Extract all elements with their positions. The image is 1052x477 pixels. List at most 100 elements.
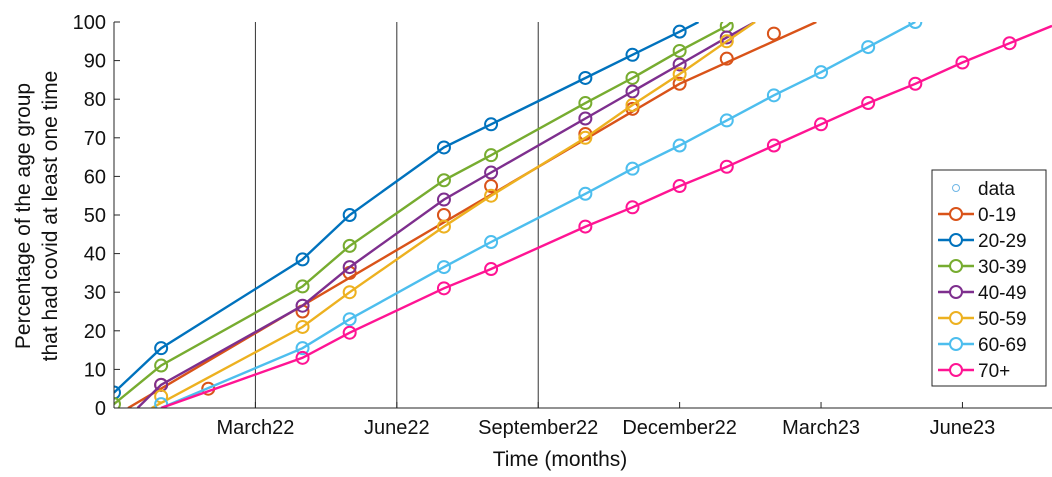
legend-label-50-59: 50-59 [978, 309, 1027, 330]
data-point-40-49-5 [484, 165, 499, 180]
data-point-70plus-2 [342, 325, 357, 340]
data-point-60-69-4 [436, 260, 451, 275]
legend-label-data: data [978, 179, 1015, 200]
data-point-20-29-4 [342, 208, 357, 222]
data-point-60-69-3 [342, 312, 357, 327]
legend-label-40-49: 40-49 [978, 283, 1027, 304]
series-line-0-19 [127, 22, 817, 408]
y-axis-label-line-2: that had covid at least one time [39, 71, 62, 362]
data-point-20-29-9 [672, 24, 687, 39]
data-point-50-59-6 [578, 130, 593, 145]
data-point-60-69-2 [295, 341, 310, 356]
data-point-60-69-6 [578, 186, 593, 201]
y-tick-label-70: 70 [84, 128, 106, 150]
data-point-70plus-8 [719, 159, 734, 174]
data-point-50-59-2 [295, 319, 310, 334]
x-axis-label: Time (months) [493, 448, 628, 471]
legend-label-70plus: 70+ [978, 361, 1010, 382]
data-point-20-29-2 [154, 341, 169, 356]
data-point-30-39-5 [436, 173, 451, 188]
data-point-50-59-9 [719, 34, 734, 49]
data-point-30-39-2 [154, 358, 169, 373]
data-point-60-69-12 [861, 40, 876, 55]
legend-marker-20-29 [949, 233, 963, 247]
data-point-60-69-9 [719, 113, 734, 128]
y-tick-label-10: 10 [84, 359, 106, 381]
data-point-70plus-4 [484, 262, 499, 277]
legend-label-0-19: 0-19 [978, 205, 1016, 226]
y-tick-label-0: 0 [95, 398, 106, 420]
legend-marker-0-19 [949, 207, 963, 221]
data-point-40-49-8 [672, 57, 687, 72]
data-point-40-49-2 [295, 298, 310, 313]
legend: data 0-19 20-29 30-39 40-49 50-59 60-69 70+ [931, 169, 1047, 387]
y-tick-label-20: 20 [84, 321, 106, 343]
series-line-60-69 [160, 22, 916, 408]
data-point-70plus-10 [814, 117, 829, 132]
data-point-20-29-8 [625, 47, 640, 62]
legend-label-20-29: 20-29 [978, 231, 1027, 252]
x-tick-label-september22: September22 [478, 417, 598, 439]
data-point-60-69-7 [625, 161, 640, 176]
x-tick-label-march22: March22 [217, 417, 295, 439]
data-point-40-49-4 [436, 192, 451, 207]
legend-marker-data [952, 184, 960, 192]
data-point-70plus-11 [861, 96, 876, 111]
data-point-30-39-1 [114, 397, 121, 408]
data-point-30-39-9 [672, 43, 687, 58]
y-tick-label-30: 30 [84, 282, 106, 304]
data-point-30-39-4 [342, 238, 357, 253]
series-70plus [160, 24, 1052, 408]
data-point-50-59-5 [484, 188, 499, 203]
x-tick-label-march23: March23 [782, 417, 860, 439]
data-point-30-39-6 [484, 148, 499, 163]
legend-label-60-69: 60-69 [978, 335, 1027, 356]
legend-marker-50-59 [949, 311, 963, 325]
data-point-20-29-3 [295, 252, 310, 267]
data-point-30-39-7 [578, 96, 593, 111]
data-point-0-19-11 [766, 26, 781, 41]
legend-items: data 0-19 20-29 30-39 40-49 50-59 60-69 70+ [938, 179, 1027, 382]
data-point-50-59-4 [436, 219, 451, 234]
legend-marker-60-69 [949, 337, 963, 351]
series-line-20-29 [114, 22, 700, 394]
data-point-40-49-7 [625, 84, 640, 99]
reference-lines [254, 22, 539, 408]
data-point-50-59-1 [154, 389, 169, 404]
data-point-70plus-14 [1002, 36, 1017, 51]
data-point-60-69-1 [154, 397, 169, 408]
data-point-50-59-8 [672, 67, 687, 82]
data-point-60-69-13 [908, 22, 923, 29]
data-point-70plus-13 [955, 55, 970, 70]
x-tick-label-december22: December22 [622, 417, 737, 439]
data-point-70plus-9 [766, 138, 781, 153]
x-tick-label-june22: June22 [364, 417, 430, 439]
legend-box [931, 169, 1047, 387]
data-point-0-19-9 [672, 76, 687, 91]
y-tick-label-90: 90 [84, 51, 106, 73]
data-point-70plus-1 [295, 350, 310, 365]
data-point-20-29-5 [436, 140, 451, 155]
series-line-30-39 [114, 22, 733, 406]
data-point-50-59-7 [625, 97, 640, 112]
series-50-59 [151, 22, 756, 408]
series-line-70plus [160, 24, 1052, 408]
y-tick-labels: 0 10 20 30 40 50 60 70 80 90 100 [73, 12, 120, 420]
series-layer [114, 22, 1052, 408]
data-point-60-69-5 [484, 235, 499, 250]
data-point-30-39-3 [295, 279, 310, 294]
y-axis-label-line-1: Percentage of the age group [12, 83, 35, 349]
series-60-69 [154, 22, 923, 408]
data-point-20-29-7 [578, 70, 593, 85]
data-point-40-49-3 [342, 260, 357, 275]
data-point-0-19-6 [484, 179, 499, 194]
data-point-70plus-5 [578, 219, 593, 234]
data-point-60-69-10 [766, 88, 781, 103]
legend-marker-70plus [949, 363, 963, 377]
x-tick-labels: March22 June22 September22 December22 March2… [217, 402, 995, 439]
series-line-40-49 [136, 22, 756, 408]
data-point-70plus-3 [436, 281, 451, 296]
legend-label-30-39: 30-39 [978, 257, 1027, 278]
